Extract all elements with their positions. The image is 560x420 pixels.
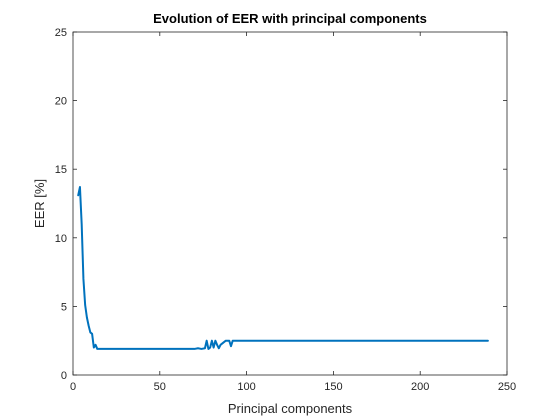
x-tick-label: 200 [411, 381, 429, 393]
y-tick-label: 0 [61, 370, 67, 382]
series-layer [77, 186, 489, 350]
y-tick-label: 15 [55, 164, 67, 176]
y-tick-label: 10 [55, 233, 67, 245]
y-tick-label: 20 [55, 96, 67, 108]
series-line-0 [77, 186, 489, 350]
y-tick-label: 25 [55, 27, 67, 39]
y-tick-label: 5 [61, 301, 67, 313]
x-tick-label: 50 [154, 381, 166, 393]
y-axis-ticks: 0 5 10 15 20 25 [55, 27, 507, 382]
x-tick-label: 150 [324, 381, 342, 393]
x-axis-ticks: 0 50 100 150 200 250 [70, 32, 516, 393]
chart-title: Evolution of EER with principal componen… [153, 11, 427, 26]
x-tick-label: 0 [70, 381, 76, 393]
x-tick-label: 100 [237, 381, 255, 393]
plot-area [72, 31, 508, 376]
x-axis-label: Principal components [228, 401, 353, 416]
x-tick-label: 250 [498, 381, 516, 393]
y-axis-label: EER [%] [32, 179, 47, 228]
